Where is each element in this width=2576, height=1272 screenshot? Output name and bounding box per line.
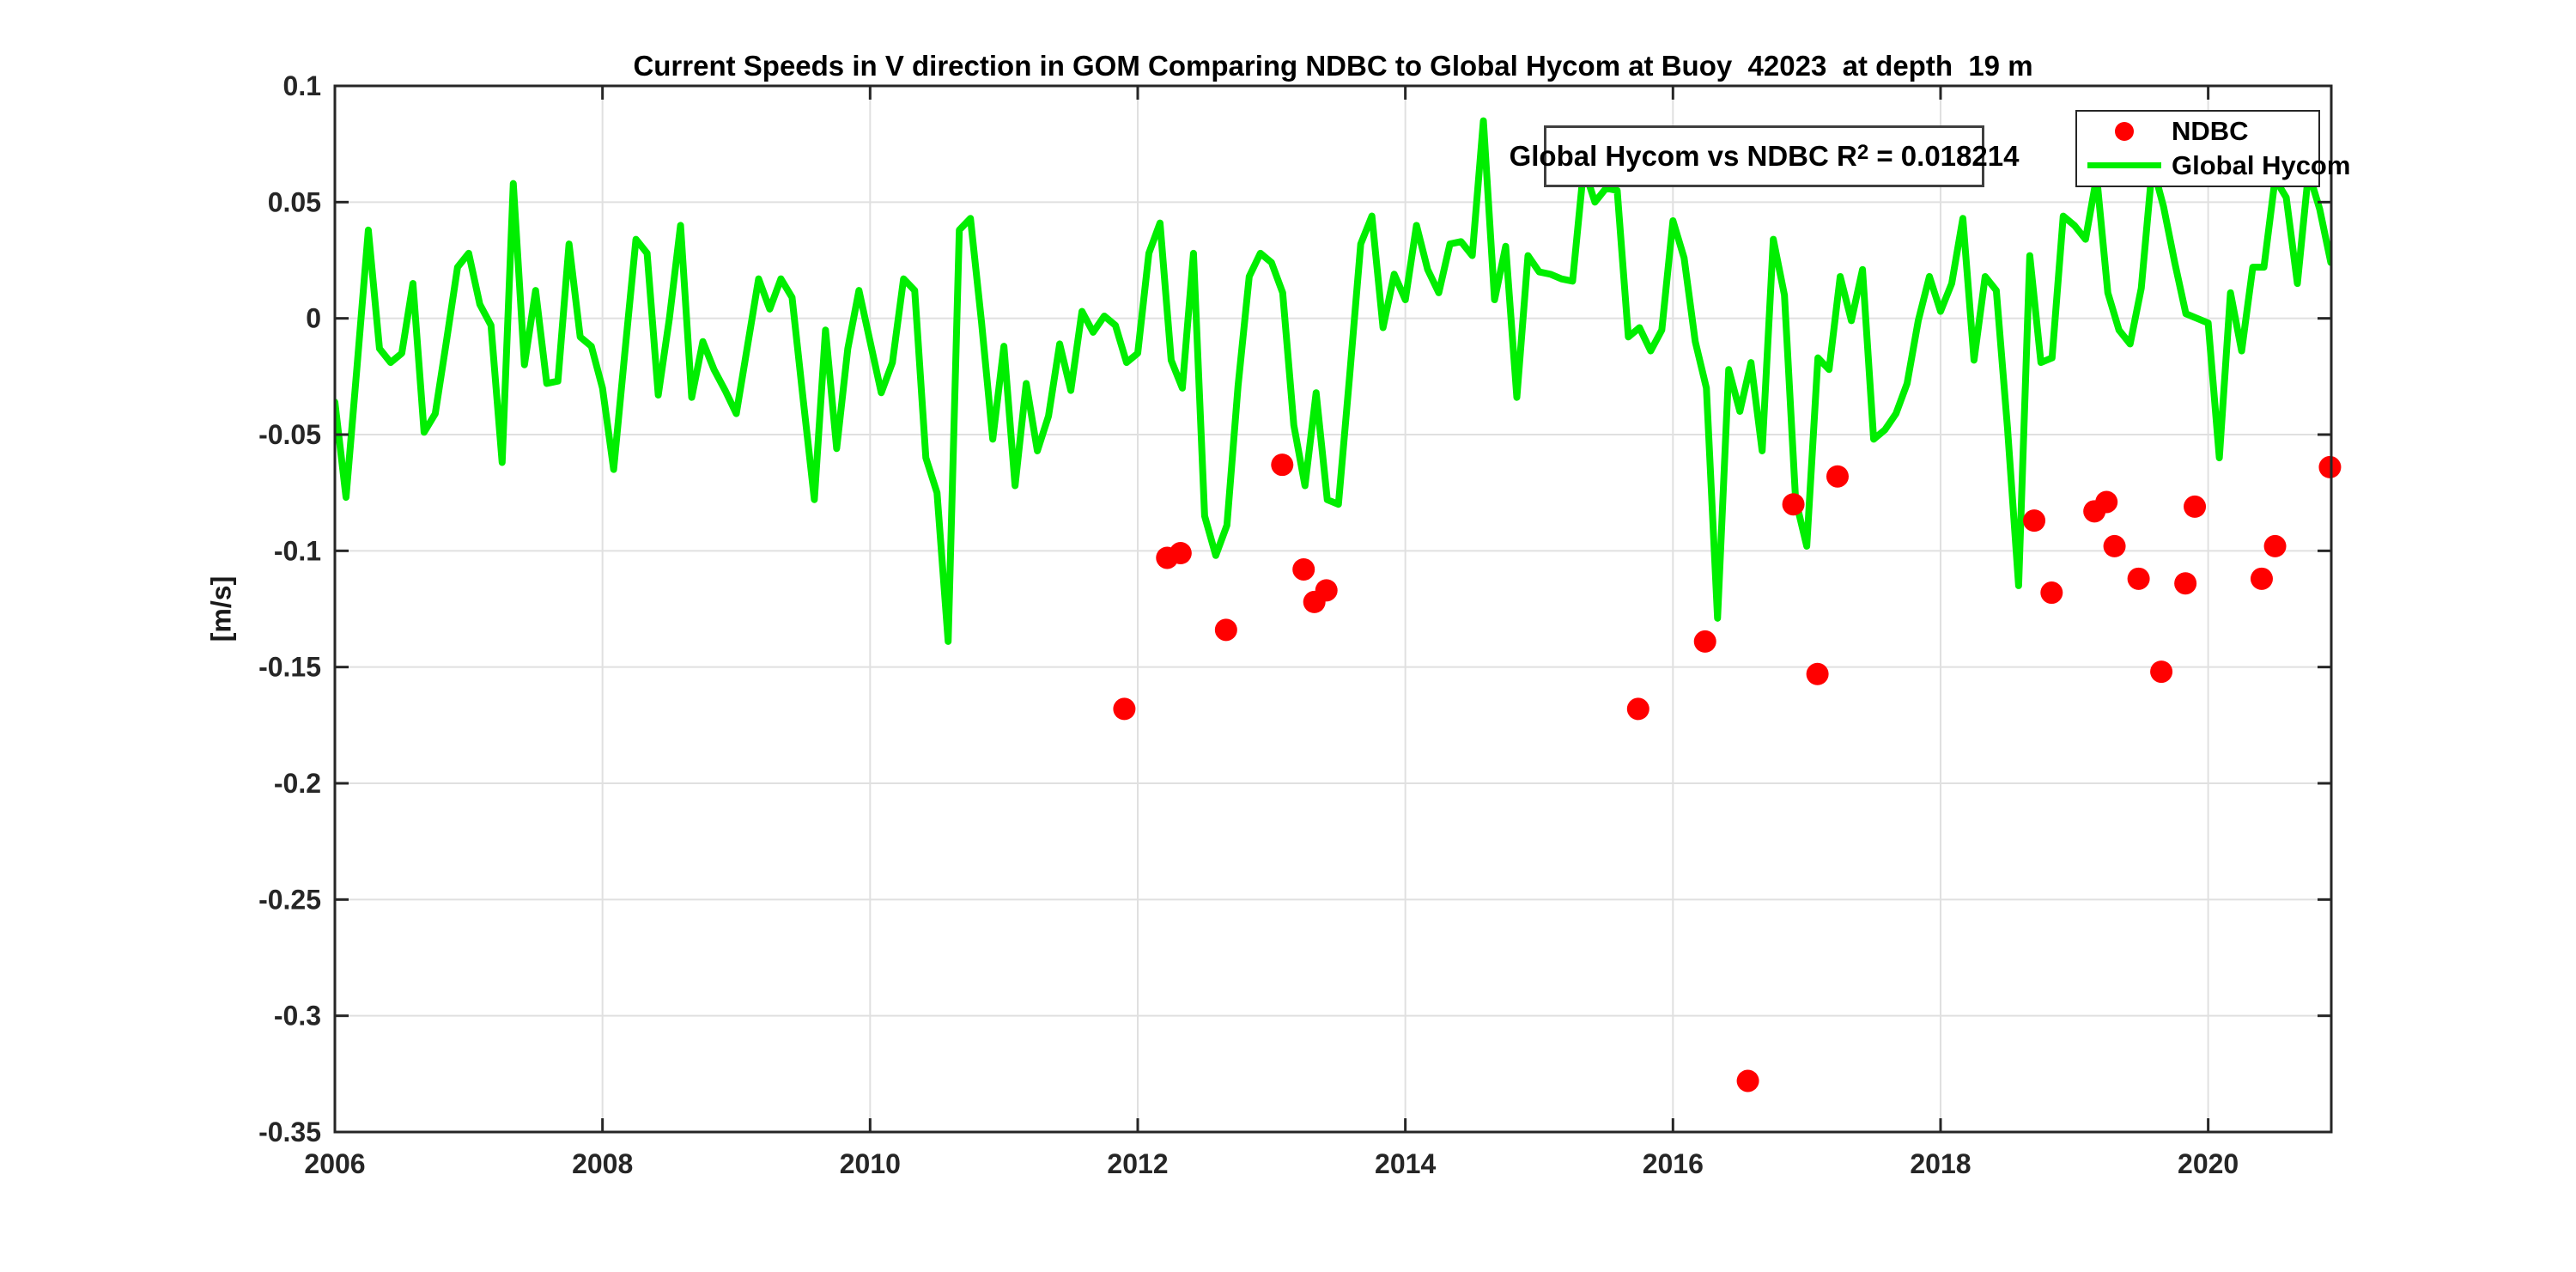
svg-text:-0.25: -0.25 — [258, 884, 321, 915]
legend-label-ndbc: NDBC — [2172, 116, 2249, 147]
svg-text:2020: 2020 — [2178, 1148, 2239, 1179]
annotation-text-value: = 0.018214 — [1868, 140, 2020, 172]
svg-text:-0.1: -0.1 — [274, 535, 321, 566]
svg-text:-0.15: -0.15 — [258, 652, 321, 683]
legend-item-global-hycom: Global Hycom — [2077, 150, 2350, 181]
svg-text:-0.35: -0.35 — [258, 1117, 321, 1147]
svg-text:0: 0 — [306, 303, 321, 334]
svg-text:-0.2: -0.2 — [274, 768, 321, 799]
svg-text:2014: 2014 — [1375, 1148, 1436, 1179]
annotation-text: Global Hycom vs NDBC R — [1509, 140, 1857, 172]
svg-text:2016: 2016 — [1643, 1148, 1704, 1179]
svg-text:2008: 2008 — [572, 1148, 633, 1179]
svg-text:-0.05: -0.05 — [258, 419, 321, 450]
svg-text:2018: 2018 — [1910, 1148, 1971, 1179]
hycom-marker-icon — [2087, 162, 2161, 169]
svg-text:2012: 2012 — [1107, 1148, 1168, 1179]
ndbc-marker-icon — [2115, 122, 2134, 142]
svg-text:-0.3: -0.3 — [274, 1001, 321, 1032]
svg-text:0.1: 0.1 — [283, 70, 321, 101]
legend-label-global-hycom: Global Hycom — [2172, 149, 2351, 180]
chart-title: Current Speeds in V direction in GOM Com… — [633, 50, 2033, 82]
svg-text:2006: 2006 — [304, 1148, 365, 1179]
legend-item-ndbc: NDBC — [2077, 116, 2318, 147]
svg-text:0.05: 0.05 — [268, 186, 321, 217]
svg-text:2010: 2010 — [840, 1148, 901, 1179]
legend: NDBC Global Hycom — [2075, 110, 2350, 187]
